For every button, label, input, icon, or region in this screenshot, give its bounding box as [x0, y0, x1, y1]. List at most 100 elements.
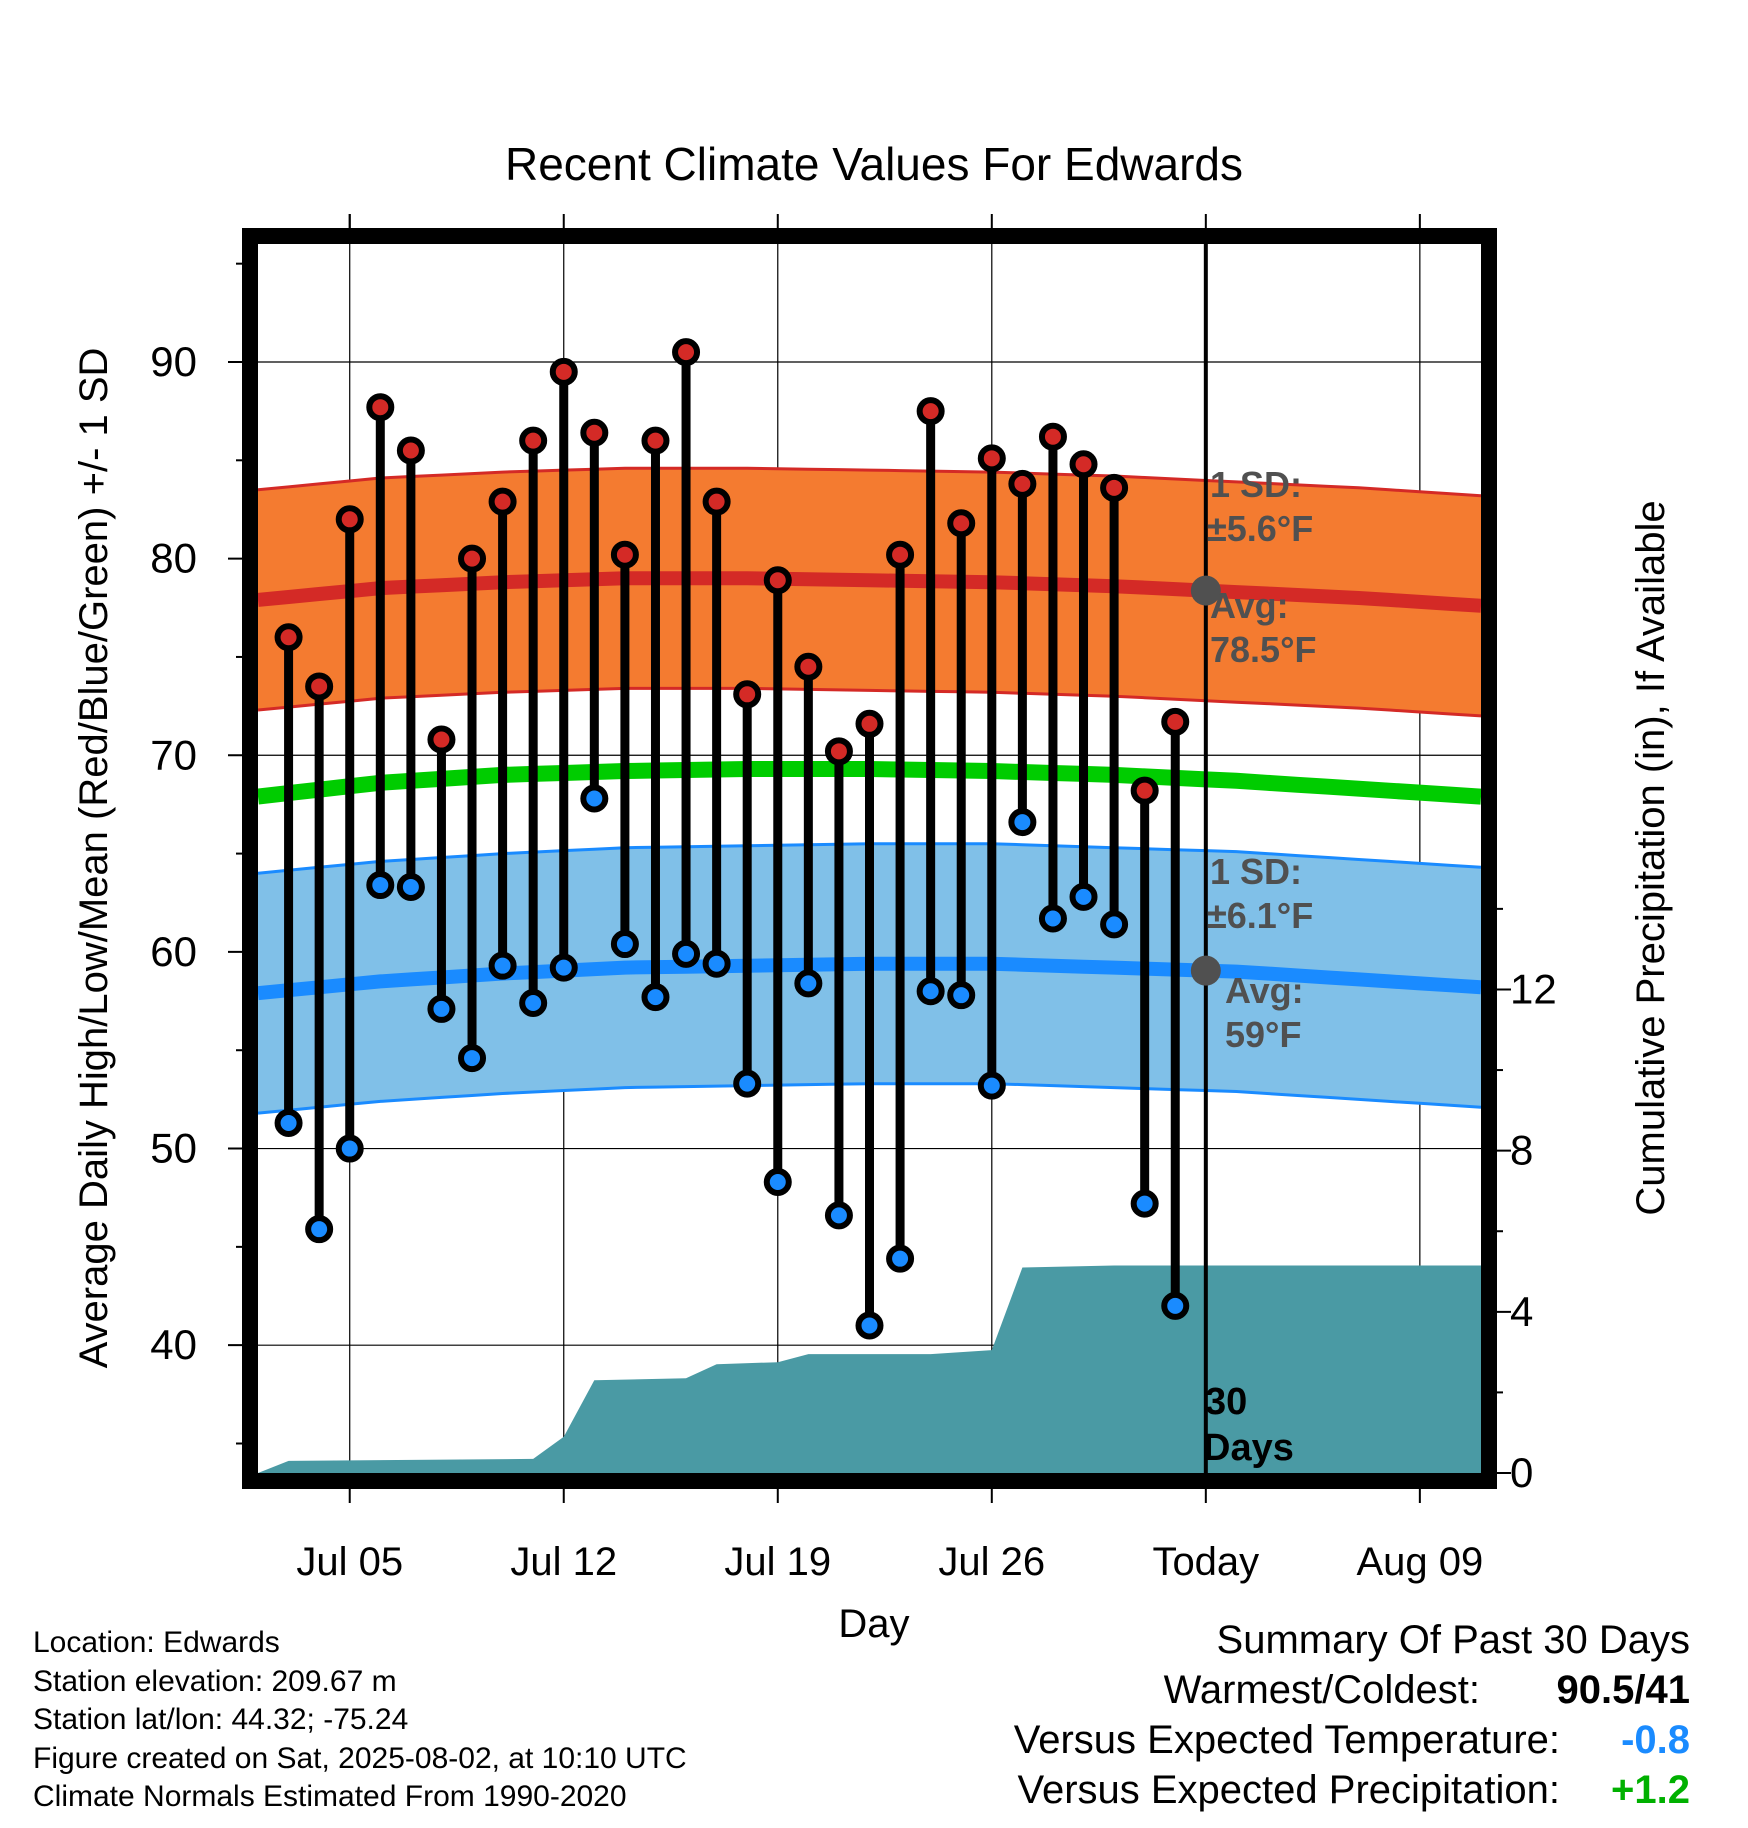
daily-low-point: [305, 1215, 334, 1244]
daily-high-point: [1100, 473, 1129, 502]
daily-low-point: [977, 1071, 1006, 1100]
daily-high-point: [794, 652, 823, 681]
daily-high-point: [549, 357, 578, 386]
x-tick-label: Jul 12: [510, 1540, 617, 1584]
y2-tick-label: 4: [1510, 1288, 1533, 1335]
daily-low-point: [1100, 910, 1129, 939]
x-tick-label: Aug 09: [1356, 1540, 1483, 1584]
summary-precip-row: Versus Expected Precipitation: +1.2: [1017, 1768, 1690, 1813]
y-tick-label: 80: [150, 535, 197, 582]
plot-frame: [242, 228, 1497, 1489]
low-avg-value: 59°F: [1225, 1014, 1301, 1055]
x-tick-label: Jul 26: [938, 1540, 1045, 1584]
info-elevation: Station elevation: 209.67 m: [33, 1665, 397, 1698]
daily-high-point: [366, 393, 395, 422]
daily-high-point: [580, 418, 609, 447]
high-sd-label: 1 SD:: [1210, 464, 1302, 505]
daily-high-point: [427, 725, 456, 754]
low-sd-value: ±6.1°F: [1207, 895, 1313, 936]
daily-low-point: [886, 1244, 915, 1273]
daily-low-point: [672, 939, 701, 968]
daily-high-point: [977, 444, 1006, 473]
daily-low-point: [641, 983, 670, 1012]
info-latlon: Station lat/lon: 44.32; -75.24: [33, 1703, 409, 1736]
daily-high-point: [733, 680, 762, 709]
daily-high-point: [702, 487, 731, 516]
x-axis-label: Day: [838, 1602, 909, 1646]
daily-low-point: [1069, 882, 1098, 911]
y-tick-label: 40: [150, 1321, 197, 1368]
daily-high-point: [855, 709, 884, 738]
y2-tick-label: 8: [1510, 1127, 1533, 1174]
daily-high-point: [824, 737, 853, 766]
summary-temp-row: Versus Expected Temperature: -0.8: [1014, 1718, 1690, 1763]
y-tick-label: 60: [150, 928, 197, 975]
daily-high-point: [305, 672, 334, 701]
y2-axis-label: Cumulative Precipitation (in), If Availa…: [1629, 500, 1673, 1215]
days-unit-label: Days: [1203, 1427, 1294, 1469]
daily-high-point: [1069, 450, 1098, 479]
x-tick-label: Jul 19: [724, 1540, 831, 1584]
info-created: Figure created on Sat, 2025-08-02, at 10…: [33, 1742, 687, 1775]
daily-high-point: [1038, 422, 1067, 451]
daily-low-point: [396, 873, 425, 902]
summary-precip-value: +1.2: [1611, 1768, 1690, 1812]
daily-high-point: [641, 426, 670, 455]
daily-high-point: [335, 505, 364, 534]
x-tick-label: Jul 05: [296, 1540, 403, 1584]
daily-low-point: [549, 953, 578, 982]
y2-tick-label: 12: [1510, 965, 1557, 1012]
daily-low-point: [1130, 1189, 1159, 1218]
daily-high-point: [1161, 707, 1190, 736]
daily-high-point: [886, 540, 915, 569]
high-avg-label: Avg:: [1210, 585, 1289, 626]
daily-high-point: [396, 436, 425, 465]
low-avg-label: Avg:: [1225, 970, 1304, 1011]
daily-high-point: [763, 566, 792, 595]
daily-low-point: [1038, 904, 1067, 933]
y-tick-label: 70: [150, 731, 197, 778]
chart-title: Recent Climate Values For Edwards: [505, 138, 1243, 190]
high-sd-upper-line: [258, 466, 1481, 498]
high-sd-value: ±5.6°F: [1207, 508, 1313, 549]
daily-high-point: [1130, 776, 1159, 805]
summary-temp-value: -0.8: [1621, 1718, 1690, 1762]
daily-low-point: [488, 951, 517, 980]
daily-low-point: [733, 1069, 762, 1098]
daily-low-point: [427, 994, 456, 1023]
daily-low-point: [366, 871, 395, 900]
daily-high-point: [519, 426, 548, 455]
high-sd-lower-line: [258, 686, 1481, 718]
x-tick-label: Today: [1152, 1540, 1259, 1584]
info-location: Location: Edwards: [33, 1626, 280, 1659]
days-count-label: 30: [1205, 1381, 1247, 1423]
daily-low-point: [702, 949, 731, 978]
daily-low-point: [580, 784, 609, 813]
daily-low-point: [519, 989, 548, 1018]
summary-warmest-value: 90.5/41: [1556, 1668, 1690, 1712]
summary-warmest-row: Warmest/Coldest: 90.5/41: [1164, 1668, 1690, 1713]
info-normals: Climate Normals Estimated From 1990-2020: [33, 1780, 627, 1813]
normal-high-line: [258, 571, 1481, 613]
daily-high-point: [458, 544, 487, 573]
daily-low-point: [335, 1134, 364, 1163]
daily-low-point: [916, 977, 945, 1006]
daily-high-point: [672, 338, 701, 367]
daily-low-point: [274, 1108, 303, 1137]
high-avg-value: 78.5°F: [1210, 629, 1316, 670]
summary-title: Summary Of Past 30 Days: [1216, 1618, 1690, 1662]
daily-low-point: [763, 1167, 792, 1196]
daily-low-point: [458, 1044, 487, 1073]
daily-low-point: [794, 969, 823, 998]
summary-precip-label: Versus Expected Precipitation:: [1017, 1768, 1560, 1812]
daily-high-point: [947, 509, 976, 538]
daily-low-point: [610, 930, 639, 959]
y-axis-label: Average Daily High/Low/Mean (Red/Blue/Gr…: [72, 348, 116, 1369]
y-tick-label: 50: [150, 1125, 197, 1172]
low-sd-label: 1 SD:: [1210, 851, 1302, 892]
daily-high-point: [916, 397, 945, 426]
daily-high-point: [1008, 469, 1037, 498]
daily-low-point: [947, 981, 976, 1010]
daily-low-point: [855, 1311, 884, 1340]
